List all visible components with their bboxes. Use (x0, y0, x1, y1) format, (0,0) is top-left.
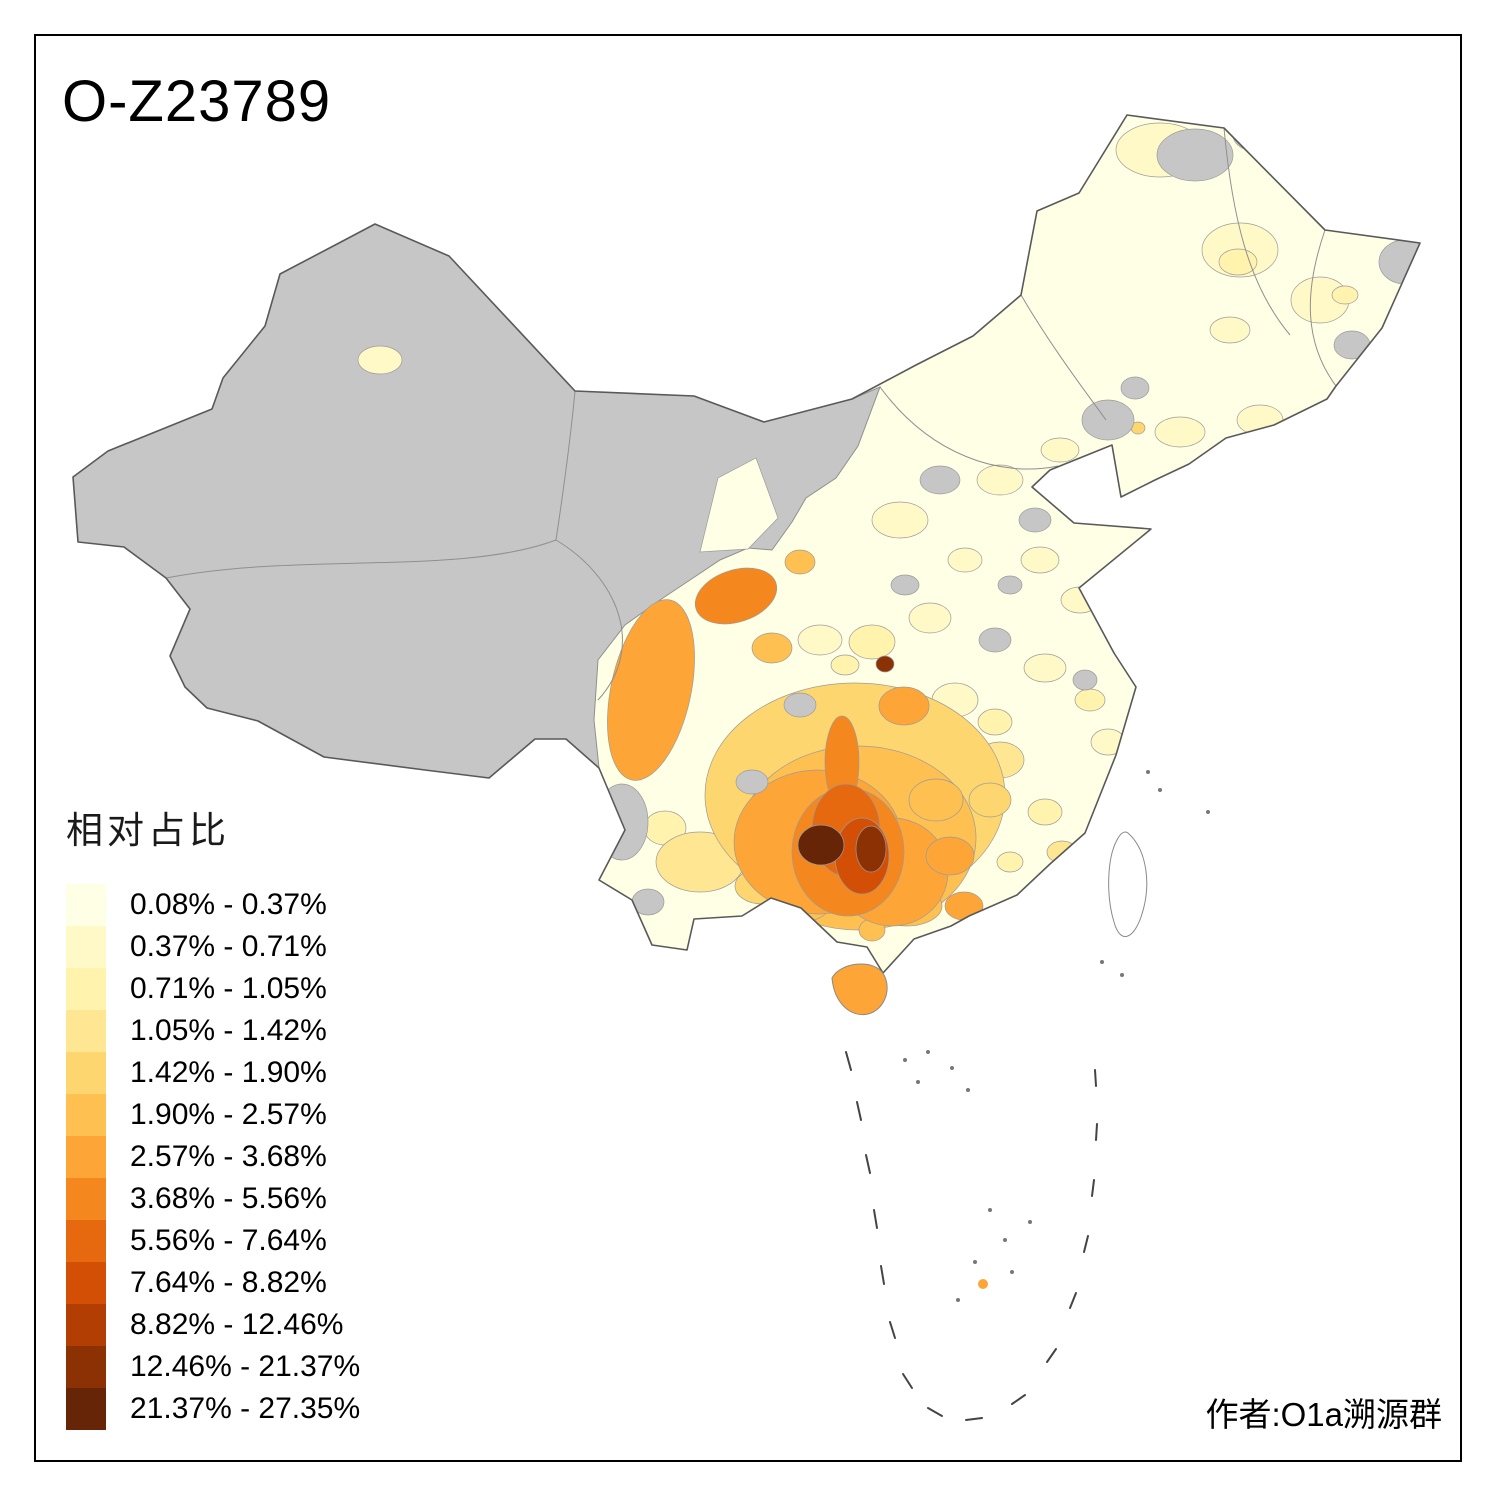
legend-label: 1.90% - 2.57% (130, 1098, 327, 1131)
legend-label: 1.42% - 1.90% (130, 1056, 327, 1089)
legend-label: 21.37% - 27.35% (130, 1392, 361, 1425)
legend-label: 0.08% - 0.37% (130, 888, 327, 921)
legend-item: 2.57% - 3.68% (66, 1136, 360, 1178)
legend-label: 0.37% - 0.71% (130, 930, 327, 963)
legend-label: 2.57% - 3.68% (130, 1140, 327, 1173)
taiwan-island (1108, 831, 1148, 937)
legend-swatch (66, 1010, 106, 1052)
legend-swatch (66, 1178, 106, 1220)
legend-swatch (66, 1262, 106, 1304)
legend-item: 0.71% - 1.05% (66, 968, 360, 1010)
legend-item: 12.46% - 21.37% (66, 1346, 360, 1388)
legend-label: 8.82% - 12.46% (130, 1308, 344, 1341)
province-boundaries (165, 127, 1337, 701)
legend-swatch (66, 1304, 106, 1346)
legend-item: 21.37% - 27.35% (66, 1388, 360, 1430)
legend-item: 0.37% - 0.71% (66, 926, 360, 968)
legend-swatch (66, 1220, 106, 1262)
legend-swatch (66, 926, 106, 968)
legend-item: 7.64% - 8.82% (66, 1262, 360, 1304)
legend-swatch (66, 884, 106, 926)
colored-islet (978, 1279, 988, 1289)
legend-label: 5.56% - 7.64% (130, 1224, 327, 1257)
legend-swatch (66, 968, 106, 1010)
legend-rows: 0.08% - 0.37% 0.37% - 0.71% 0.71% - 1.05… (66, 884, 360, 1430)
national-boundary-outline (72, 114, 1421, 974)
hainan-island (831, 963, 888, 1016)
legend-swatch (66, 1388, 106, 1430)
legend-label: 12.46% - 21.37% (130, 1350, 361, 1383)
legend: 相对占比 0.08% - 0.37% 0.37% - 0.71% 0.71% -… (66, 800, 360, 1430)
legend-item: 0.08% - 0.37% (66, 884, 360, 926)
nine-dash-line (845, 1051, 1098, 1421)
legend-swatch (66, 1346, 106, 1388)
legend-item: 8.82% - 12.46% (66, 1304, 360, 1346)
mainland-regions (73, 115, 1420, 973)
legend-title: 相对占比 (66, 810, 230, 851)
page-title: O-Z23789 (62, 69, 332, 134)
author-credit: 作者:O1a溯源群 (1205, 1396, 1442, 1433)
legend-item: 5.56% - 7.64% (66, 1220, 360, 1262)
legend-item: 1.05% - 1.42% (66, 1010, 360, 1052)
legend-item: 1.90% - 2.57% (66, 1094, 360, 1136)
legend-label: 0.71% - 1.05% (130, 972, 327, 1005)
class-11-regions (855, 655, 895, 873)
legend-item: 3.68% - 5.56% (66, 1178, 360, 1220)
small-islands (903, 770, 1210, 1302)
legend-label: 1.05% - 1.42% (130, 1014, 327, 1047)
hexi-corridor-region (699, 457, 779, 553)
legend-swatch (66, 1136, 106, 1178)
legend-swatch (66, 1094, 106, 1136)
legend-label: 3.68% - 5.56% (130, 1182, 327, 1215)
legend-swatch (66, 1052, 106, 1094)
class-12-regions (797, 824, 845, 866)
legend-label: 7.64% - 8.82% (130, 1266, 327, 1299)
legend-item: 1.42% - 1.90% (66, 1052, 360, 1094)
